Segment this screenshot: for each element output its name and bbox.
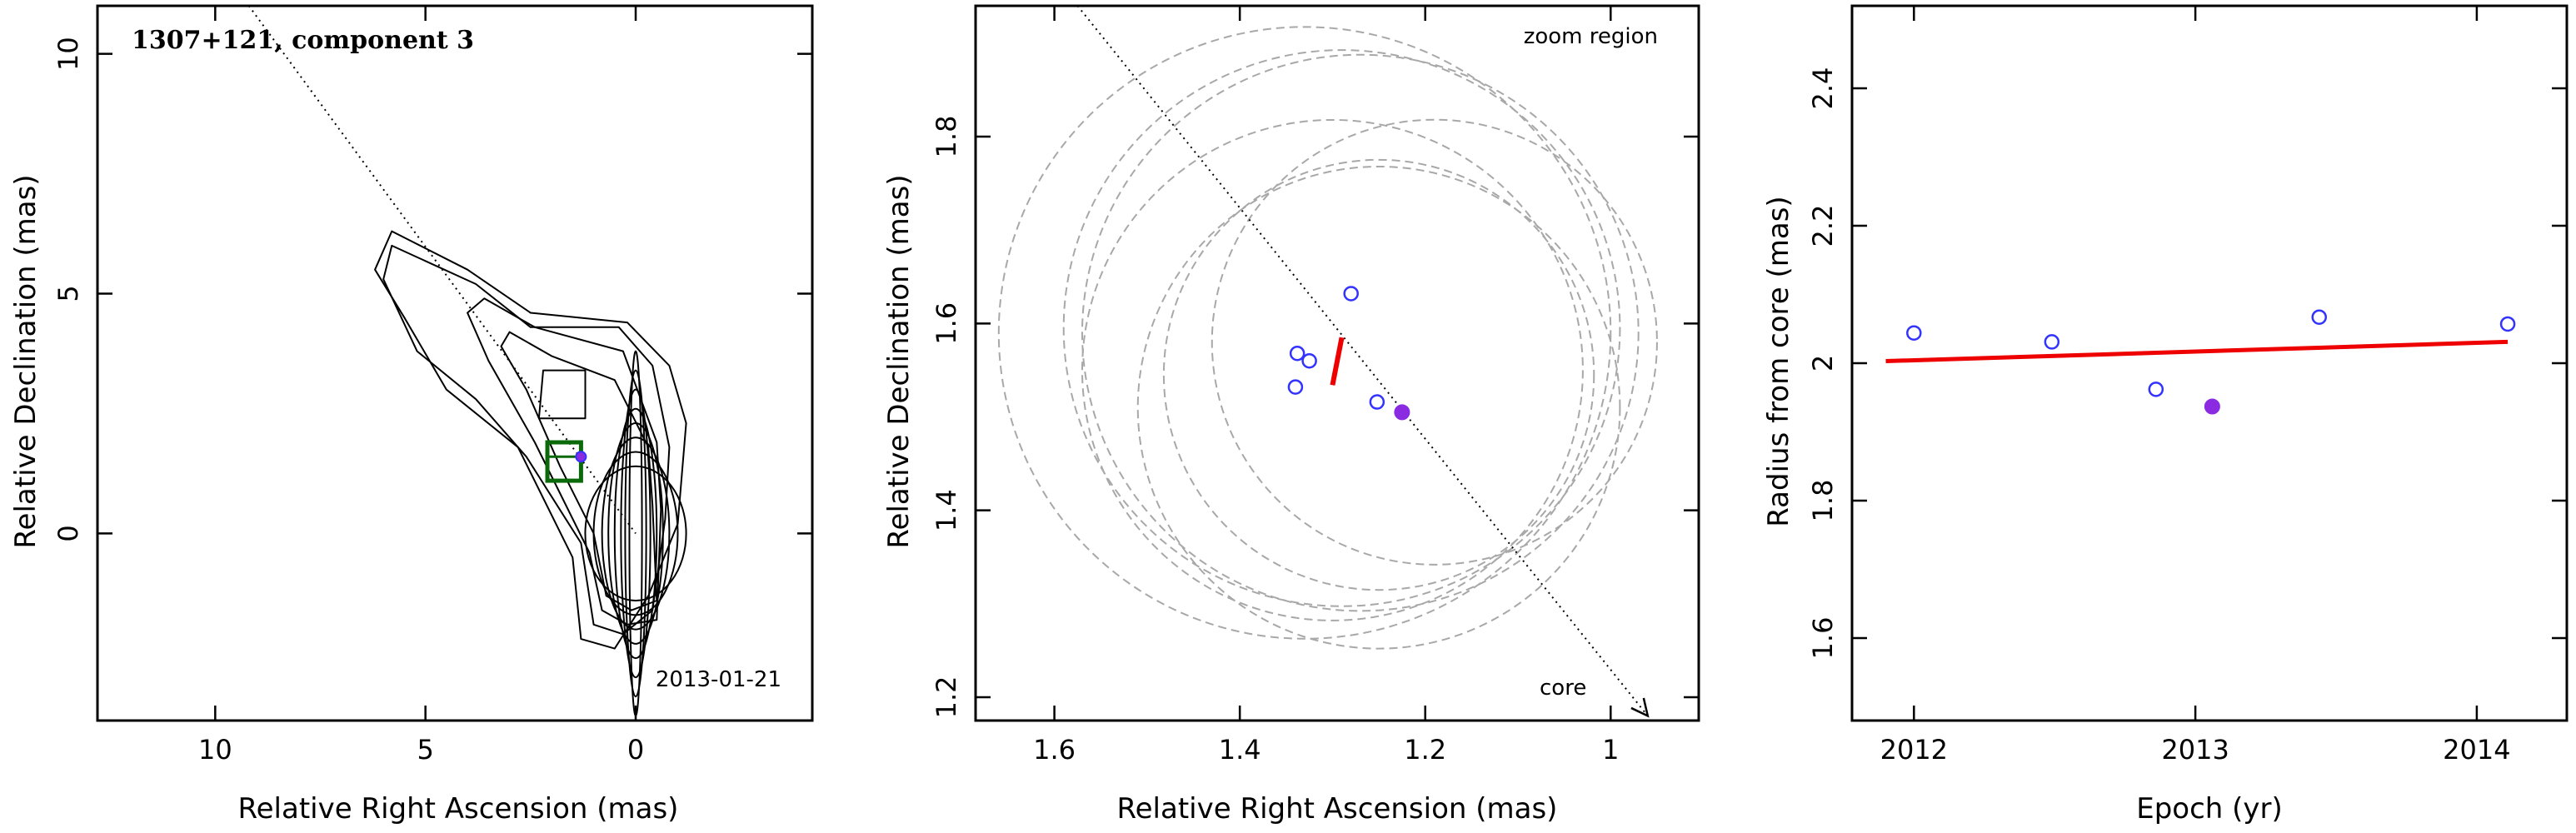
position-points <box>1287 286 1410 421</box>
panel-radius-epoch: 2012 2013 2014 1.6 1.8 2 2.2 2.4 Epoch (yr) Rad… <box>1762 4 2569 826</box>
core-contour <box>620 388 651 679</box>
panel2-ytick-label: 1.8 <box>931 116 962 158</box>
open-point <box>2311 309 2327 325</box>
panel2-ticks: 1.6 1.4 1.2 1 1.2 1.4 1.6 1.8 <box>931 6 1699 766</box>
extended-contour <box>500 331 658 611</box>
panel1-title: 1307+121, component 3 <box>132 26 474 55</box>
error-circle <box>1081 53 1640 612</box>
extended-contour <box>537 369 587 420</box>
open-point <box>2044 334 2060 350</box>
panel2-xtick-label: 1.6 <box>1033 734 1076 766</box>
core-direction-line <box>1076 5 1649 717</box>
core-contour <box>613 407 658 660</box>
core-contour <box>584 465 687 602</box>
panel3-xtick-label: 2014 <box>2443 734 2510 766</box>
panel3-ticks: 2012 2013 2014 1.6 1.8 2 2.2 2.4 <box>1807 6 2567 766</box>
panel2-xlabel: Relative Right Ascension (mas) <box>1117 792 1558 826</box>
error-circle <box>1136 165 1621 650</box>
panel1-ytick-label: 10 <box>52 37 84 71</box>
panel2-xtick-label: 1.2 <box>1404 734 1446 766</box>
panel2-zoom-label: zoom region <box>1524 24 1658 49</box>
open-point <box>1289 345 1305 362</box>
panel3-frame <box>1850 4 2569 722</box>
error-circle <box>1211 118 1658 566</box>
extended-contour <box>374 230 687 650</box>
open-point <box>2148 382 2164 397</box>
panel3-xtick-label: 2013 <box>2161 734 2229 766</box>
open-point <box>1287 379 1304 395</box>
core-direction-arrow <box>1630 697 1650 718</box>
panel1-xtick-label: 5 <box>417 734 433 766</box>
panel1-xlabel: Relative Right Ascension (mas) <box>238 792 679 826</box>
panel3-xlabel: Epoch (yr) <box>2136 792 2283 826</box>
core-contour <box>601 436 671 631</box>
filled-point <box>1394 404 1410 421</box>
fit-segment <box>1330 337 1345 386</box>
error-circle <box>1081 118 1584 621</box>
component-dot <box>575 451 587 463</box>
component-marker <box>547 442 587 481</box>
open-point <box>1343 286 1359 302</box>
panel1-xtick-label: 10 <box>198 734 232 766</box>
panel-zoom-region: 1.6 1.4 1.2 11.21.41.61.8 zoom region core … <box>882 4 1700 826</box>
panel3-ytick-label: 2 <box>1807 355 1839 372</box>
core-contour <box>592 451 679 616</box>
panel2-xtick-label: 1 <box>1602 734 1619 766</box>
panel2-xtick-label: 1.4 <box>1219 734 1261 766</box>
panel3-ytick-label: 1.8 <box>1807 480 1839 522</box>
panel2-ytick-label: 1.4 <box>931 489 962 531</box>
panel2-ylabel: Relative Declination (mas) <box>882 174 916 548</box>
panel3-ytick-label: 2.2 <box>1807 205 1839 247</box>
open-point <box>1906 325 1922 341</box>
panel3-xtick-label: 2012 <box>1880 734 1948 766</box>
panel-contour-map: 10 5 0 0 5 10 1307+121, component 3 2013-01-2… <box>9 4 814 826</box>
jet-direction-line <box>247 5 637 535</box>
core-contour <box>607 421 664 645</box>
panel1-ylabel: Relative Declination (mas) <box>9 174 42 548</box>
panel1-xtick-label: 0 <box>627 734 644 766</box>
error-circles <box>997 26 1658 650</box>
open-point <box>1369 394 1385 410</box>
panel3-ytick-label: 1.6 <box>1807 617 1839 660</box>
panel3-ytick-label: 2.4 <box>1807 67 1839 110</box>
panel2-ytick-label: 1.6 <box>931 302 962 345</box>
panel1-frame <box>96 4 814 722</box>
panel1-date-label: 2013-01-21 <box>656 667 781 692</box>
panel1-ticks: 10 5 0 0 5 10 <box>52 6 812 766</box>
filled-point <box>2204 398 2220 415</box>
core-contour <box>624 369 647 698</box>
radius-fit-line <box>1885 339 2509 364</box>
radius-points <box>1906 309 2516 415</box>
panel2-core-label: core <box>1540 676 1586 701</box>
extended-contour <box>382 244 671 636</box>
error-circle <box>1062 49 1621 607</box>
extended-contour <box>467 297 662 626</box>
panel1-ytick-label: 0 <box>52 525 84 541</box>
panel1-ytick-label: 5 <box>52 285 84 302</box>
open-point <box>1301 352 1317 369</box>
error-circle <box>1162 158 1595 591</box>
contour-lines <box>374 230 687 717</box>
panel2-frame <box>974 4 1700 722</box>
error-circle <box>997 26 1612 640</box>
open-point <box>2499 316 2516 332</box>
panel3-ylabel: Radius from core (mas) <box>1762 196 1795 526</box>
panel2-ytick-label: 1.2 <box>931 676 962 719</box>
